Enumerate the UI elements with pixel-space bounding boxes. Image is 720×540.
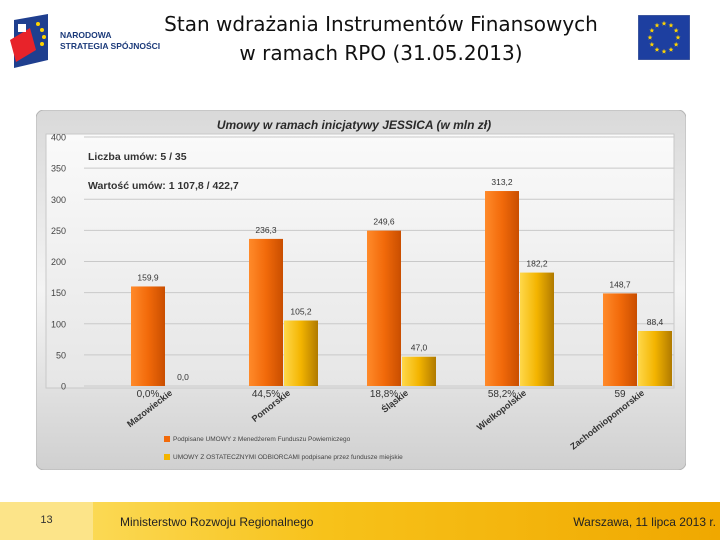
bar-value-label: 159,9 (137, 272, 159, 282)
bar-value-label: 182,2 (526, 259, 548, 269)
bar (520, 272, 554, 386)
y-tick-label: 50 (56, 350, 66, 360)
footer-date: Warszawa, 11 lipca 2013 r. (573, 515, 716, 529)
bar-value-label: 313,2 (491, 177, 513, 187)
bar (485, 191, 519, 386)
eu-star (668, 47, 674, 52)
eu-star (649, 41, 655, 47)
y-tick-label: 150 (51, 288, 66, 298)
eu-star (654, 47, 660, 52)
logo-line1: NARODOWA (60, 30, 112, 40)
bar (131, 286, 165, 386)
bar-value-label: 88,4 (647, 317, 664, 327)
chart: Umowy w ramach inicjatywy JESSICA (w mln… (36, 110, 686, 470)
percent-label: 59 (614, 389, 626, 400)
y-tick-label: 100 (51, 319, 66, 329)
eu-star (661, 48, 667, 54)
percent-label: 0,0% (137, 389, 160, 400)
eu-star (673, 41, 679, 47)
bar-value-label: 249,6 (373, 217, 395, 227)
legend-label: Podpisane UMOWY z Menedżerem Funduszu Po… (173, 436, 351, 443)
eu-star (673, 27, 679, 33)
logo-text: NARODOWA STRATEGIA SPÓJNOŚCI (60, 30, 160, 52)
bar-value-label: 105,2 (290, 307, 312, 317)
legend-swatch (164, 454, 170, 460)
y-tick-label: 350 (51, 164, 66, 174)
y-tick-label: 200 (51, 257, 66, 267)
eu-flag-icon (638, 15, 690, 60)
eu-star (647, 34, 653, 40)
eu-star (654, 22, 660, 28)
bar (638, 330, 672, 386)
bar-value-label: 0,0 (177, 372, 189, 382)
bar (603, 293, 637, 386)
slide-title-line2: w ramach RPO (31.05.2013) (239, 41, 523, 65)
bar-value-label: 47,0 (411, 343, 428, 353)
logo-line2: STRATEGIA SPÓJNOŚCI (60, 41, 161, 51)
annotation-contract-value: Wartość umów: 1 107,8 / 422,7 (88, 180, 239, 192)
bar-value-label: 236,3 (255, 225, 277, 235)
chart-svg: Umowy w ramach inicjatywy JESSICA (w mln… (36, 110, 686, 470)
page-number-box: 13 (0, 502, 93, 540)
page-number: 13 (40, 514, 53, 526)
eu-star (649, 27, 655, 33)
nss-logo-icon (10, 14, 48, 68)
y-tick-label: 250 (51, 226, 66, 236)
slide-title-line1: Stan wdrażania Instrumentów Finansowych (164, 12, 598, 36)
y-tick-label: 400 (51, 133, 66, 143)
percent-label: 44,5% (252, 389, 280, 400)
eu-star (675, 34, 681, 40)
bar (402, 356, 436, 386)
chart-title: Umowy w ramach inicjatywy JESSICA (w mln… (217, 118, 491, 132)
bar-value-label: 148,7 (609, 279, 631, 289)
footer-bar: 13 Ministerstwo Rozwoju Regionalnego War… (0, 502, 720, 540)
bar (249, 238, 283, 386)
eu-star (661, 20, 667, 26)
percent-label: 58,2% (488, 389, 516, 400)
bar (367, 230, 401, 386)
slide-title: Stan wdrażania Instrumentów Finansowych … (138, 10, 624, 68)
legend-label: UMOWY Z OSTATECZNYMI ODBIORCAMI podpisan… (173, 454, 403, 461)
footer-ministry: Ministerstwo Rozwoju Regionalnego (120, 515, 314, 529)
bar (284, 320, 318, 386)
eu-star (668, 22, 674, 28)
logo-nss: NARODOWA STRATEGIA SPÓJNOŚCI (8, 10, 168, 72)
legend-swatch (164, 436, 170, 442)
percent-label: 18,8% (370, 389, 398, 400)
y-tick-label: 0 (61, 382, 66, 392)
y-tick-label: 300 (51, 195, 66, 205)
annotation-contract-count: Liczba umów: 5 / 35 (88, 151, 187, 163)
